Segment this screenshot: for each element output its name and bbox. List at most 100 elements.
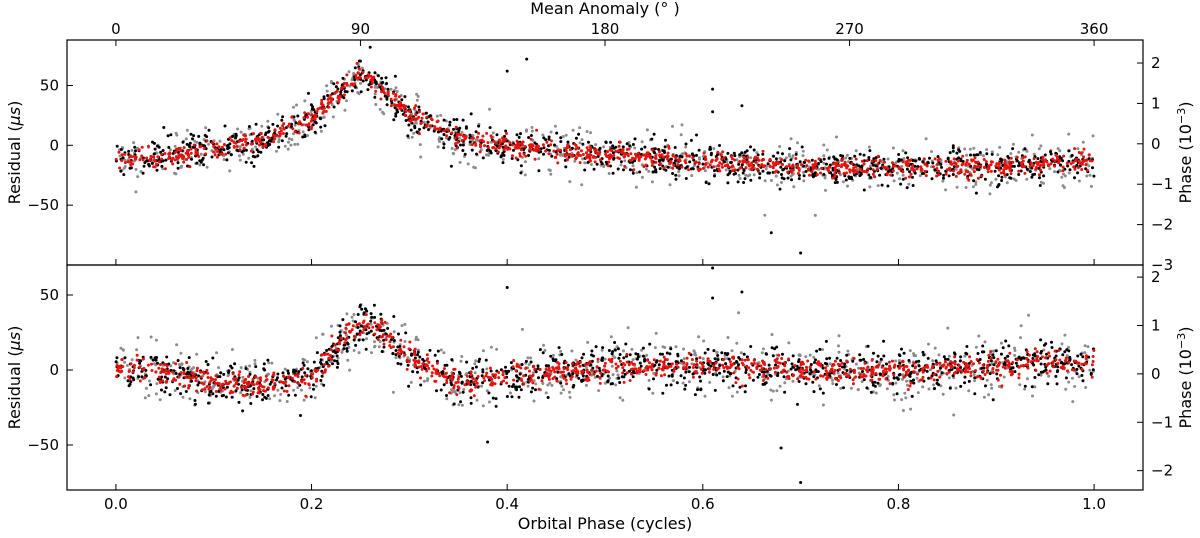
bottom-black-point: [489, 369, 493, 373]
bottom-red-point: [960, 369, 964, 373]
top-gray-point: [1063, 174, 1067, 178]
bottom-black-point: [392, 339, 396, 342]
top-gray-point: [634, 185, 638, 189]
bottom-gray-point: [481, 349, 485, 353]
top-red-point: [795, 164, 799, 167]
top-red-point: [1039, 168, 1043, 172]
top-gray-point: [1077, 179, 1081, 183]
top-black-point: [250, 161, 254, 165]
bottom-black-point: [261, 398, 264, 402]
top-black-point: [192, 134, 196, 138]
bottom-black-point: [536, 364, 540, 368]
top-red-point: [404, 110, 408, 113]
top-black-point: [942, 176, 945, 180]
top-red-point: [117, 150, 121, 154]
top-black-point: [813, 171, 817, 175]
top-gray-point: [378, 108, 382, 111]
bottom-black-point: [989, 359, 993, 363]
bottom-black-point: [404, 331, 408, 335]
bottom-black-point: [948, 386, 952, 390]
top-red-point: [697, 162, 701, 166]
bottom-black-point: [1039, 362, 1043, 366]
top-red-point: [564, 152, 567, 156]
bottom-black-point: [481, 381, 485, 385]
top-gray-point: [239, 130, 243, 134]
bottom-black-point: [518, 385, 521, 389]
top-black-point: [1043, 153, 1047, 157]
bottom-gray-point: [908, 349, 912, 353]
bottom-black-point: [211, 392, 215, 396]
bottom-red-point: [287, 384, 291, 388]
top-black-point: [458, 126, 462, 130]
top-gray-point: [394, 86, 398, 90]
top-black-point: [1005, 173, 1009, 177]
top-red-point: [381, 89, 385, 93]
bottom-red-point: [569, 377, 573, 381]
bottom-black-point: [469, 396, 473, 400]
bottom-gray-point: [603, 357, 607, 361]
bottom-gray-point: [614, 383, 618, 387]
bottom-black-point: [661, 352, 664, 356]
bottom-black-point: [1075, 372, 1079, 376]
bottom-black-point: [925, 369, 929, 373]
bottom-black-point: [912, 378, 915, 382]
bottom-black-point: [643, 359, 646, 363]
bottom-black-point: [174, 372, 178, 375]
bottom-gray-point: [465, 372, 469, 375]
bottom-gray-point: [148, 379, 152, 383]
bottom-black-point: [345, 341, 349, 345]
top-black-point: [555, 131, 559, 135]
top-black-point: [547, 148, 551, 152]
bottom-black-point: [567, 372, 571, 376]
bottom-gray-point: [527, 363, 531, 366]
top-black-point: [406, 134, 410, 138]
top-red-point: [291, 127, 295, 131]
bottom-black-point: [222, 372, 226, 376]
bottom-gray-point: [1083, 351, 1087, 355]
top-black-point: [527, 154, 530, 157]
bottom-gray-point: [457, 403, 461, 407]
bottom-gray-point: [357, 351, 361, 355]
top-red-point: [137, 148, 141, 152]
bottom-black-point: [275, 378, 278, 382]
top-red-point: [407, 115, 411, 119]
bottom-gray-point: [273, 394, 277, 398]
bottom-black-point: [824, 339, 828, 343]
top-black-point: [343, 90, 347, 93]
top-black-point: [931, 161, 935, 165]
top-black-point: [280, 118, 284, 122]
bottom-black-point: [164, 386, 168, 390]
bottom-black-point: [776, 374, 780, 378]
bottom-red-point: [986, 359, 990, 363]
bottom-black-point: [963, 381, 967, 385]
top-black-point: [684, 177, 688, 180]
top-red-point: [796, 166, 800, 170]
bottom-black-point: [362, 312, 366, 316]
top-red-point: [182, 146, 186, 150]
top-black-point: [326, 94, 330, 97]
top-gray-point: [185, 128, 189, 132]
bottom-black-point: [336, 336, 340, 340]
bottom-black-point: [325, 360, 329, 364]
bottom-black-point: [872, 351, 875, 355]
bottom-gray-point: [373, 340, 376, 344]
bottom-black-point: [163, 375, 167, 379]
top-red-point: [184, 151, 188, 155]
top-black-point: [442, 133, 446, 136]
bottom-black-point: [509, 361, 513, 365]
top-black-point: [899, 158, 902, 162]
bottom-black-point: [908, 374, 912, 378]
top-black-point: [133, 145, 137, 149]
top-red-point: [607, 160, 611, 164]
top-red-point: [1035, 165, 1038, 169]
bottom-gray-point: [526, 384, 530, 388]
bottom-gray-point: [878, 360, 882, 364]
top-red-point: [750, 168, 753, 172]
top-black-point: [779, 160, 783, 164]
bottom-gray-point: [192, 366, 196, 370]
top-black-point: [661, 157, 665, 161]
bottom-black-point: [865, 386, 869, 390]
bottom-black-point: [320, 374, 324, 378]
bottom-gray-point: [534, 382, 538, 386]
top-black-point: [782, 167, 786, 171]
